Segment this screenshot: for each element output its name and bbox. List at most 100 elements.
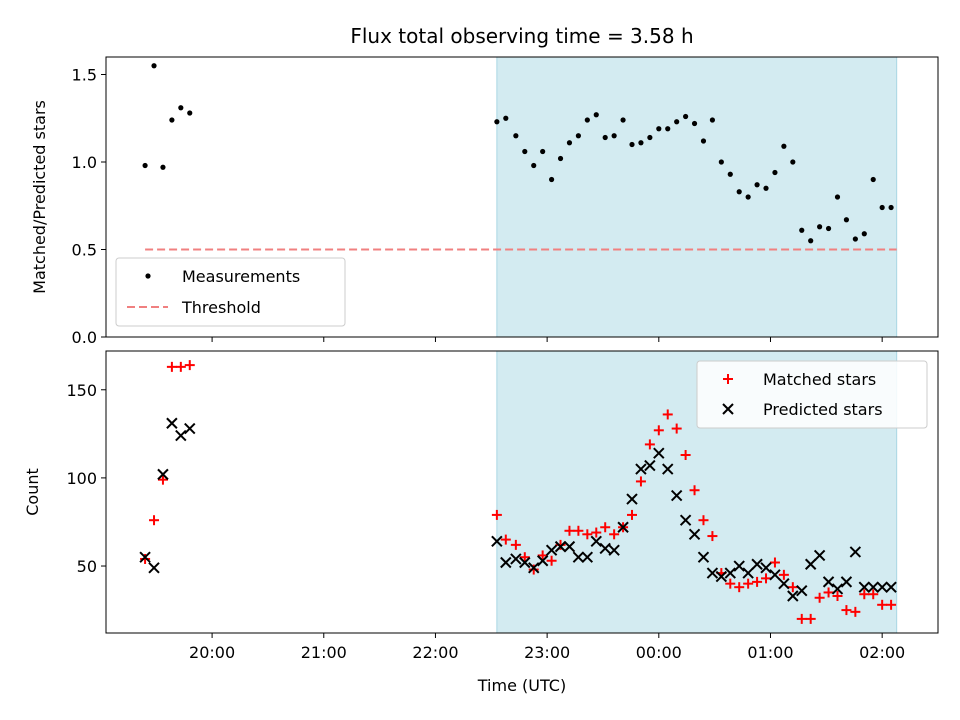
matched-star-point: [823, 587, 834, 598]
predicted-star-point: [679, 514, 692, 526]
top-legend: Measurements Threshold: [115, 257, 346, 327]
top-y-ticks: 0.0 0.5 1.0 1.5: [72, 66, 106, 347]
measurement-point: [665, 126, 671, 132]
predicted-star-point: [148, 562, 160, 574]
measurement-point: [683, 113, 689, 120]
matched-star-point: [166, 361, 177, 372]
matched-star-point: [510, 539, 521, 550]
bottom-legend: Matched stars Predicted stars: [696, 360, 928, 429]
predicted-star-point: [599, 542, 611, 555]
matched-star-point: [149, 515, 160, 526]
predicted-star-point: [778, 577, 790, 590]
top-y-axis-label: Matched/Predicted stars: [30, 100, 49, 294]
predicted-star-point: [184, 422, 196, 435]
matched-star-point: [752, 576, 763, 587]
predicted-star-point: [563, 540, 576, 553]
chart-title: Flux total observing time = 3.58 h: [350, 24, 693, 48]
predicted-star-point: [858, 581, 870, 593]
predicted-star-point: [822, 576, 835, 588]
legend-measurements-marker: [145, 273, 151, 279]
measurement-point: [691, 120, 698, 127]
matched-star-point: [680, 449, 691, 460]
measurement-point: [781, 143, 787, 149]
predicted-star-point: [590, 535, 602, 548]
measurement-point: [187, 110, 193, 116]
measurement-point: [674, 119, 680, 125]
predicted-star-point: [644, 459, 656, 472]
measurement-point: [843, 217, 850, 223]
matched-star-point: [868, 589, 879, 600]
measurement-point: [834, 194, 841, 200]
measurement-point: [888, 204, 894, 211]
measurement-point: [494, 119, 500, 125]
matched-star-point: [555, 539, 566, 550]
bottom-y-tick-label: 50: [77, 557, 97, 576]
measurement-point: [531, 162, 537, 169]
measurement-point: [620, 117, 626, 123]
predicted-star-point: [617, 521, 629, 533]
matched-star-point: [859, 589, 870, 600]
bottom-panel: 50 100 150 20:00 21:00 22:00 23:00 00:00 01:00 0…: [23, 350, 939, 695]
predicted-star-point: [581, 551, 594, 563]
matched-star-point: [175, 361, 186, 372]
top-y-tick-label: 1.0: [72, 153, 97, 172]
x-tick-label: 22:00: [412, 643, 458, 662]
measurement-point: [852, 236, 858, 242]
matched-star-point: [519, 552, 530, 563]
matched-star-point: [796, 613, 807, 624]
measurement-point: [799, 227, 805, 233]
predicted-star-point: [840, 576, 853, 588]
matched-star-point: [689, 485, 700, 496]
predicted-stars-points: [139, 417, 897, 602]
measurement-point: [763, 185, 769, 191]
top-legend-box: [115, 257, 346, 327]
matched-star-point: [537, 550, 548, 561]
bottom-y-tick-label: 100: [66, 469, 97, 488]
measurement-point: [629, 141, 635, 148]
predicted-star-point: [175, 429, 187, 442]
measurement-point: [879, 204, 885, 211]
matched-star-point: [564, 525, 575, 536]
matched-star-point: [600, 522, 611, 533]
legend-matched-label: Matched stars: [763, 370, 876, 389]
predicted-star-point: [876, 581, 888, 593]
matched-star-point: [769, 557, 780, 568]
matched-star-point: [778, 569, 789, 580]
predicted-star-point: [715, 570, 728, 583]
matched-star-point: [805, 613, 816, 624]
bottom-y-ticks: 50 100 150: [66, 381, 106, 576]
legend-measurements-label: Measurements: [182, 267, 300, 286]
matched-star-point: [653, 425, 664, 436]
matched-star-point: [491, 509, 502, 520]
measurement-point: [647, 134, 653, 141]
measurement-point: [142, 162, 148, 169]
x-tick-label: 00:00: [636, 643, 682, 662]
measurement-point: [808, 238, 814, 244]
matched-star-point: [814, 592, 825, 603]
matched-star-point: [841, 605, 852, 616]
measurement-point: [575, 133, 581, 139]
legend-threshold-label: Threshold: [181, 298, 261, 317]
matched-star-point: [743, 578, 754, 589]
legend-predicted-marker: [722, 403, 734, 415]
measurement-point: [611, 133, 617, 139]
measurement-point: [593, 112, 599, 118]
predicted-star-point: [626, 493, 638, 505]
matched-star-point: [573, 525, 584, 536]
measurement-point: [513, 133, 519, 139]
top-measurement-points: [142, 63, 894, 244]
top-plot-frame: [105, 56, 939, 338]
matched-star-point: [500, 534, 511, 545]
predicted-star-point: [536, 555, 549, 567]
matched-star-point: [635, 476, 646, 487]
matched-star-point: [725, 578, 736, 589]
matched-star-point: [662, 409, 673, 420]
measurement-point: [772, 169, 778, 176]
measurement-point: [540, 148, 546, 155]
predicted-star-point: [813, 549, 826, 562]
matched-star-point: [698, 515, 709, 526]
measurement-point: [503, 115, 509, 121]
predicted-star-point: [697, 551, 710, 563]
predicted-star-point: [885, 581, 897, 593]
predicted-star-point: [662, 463, 674, 475]
